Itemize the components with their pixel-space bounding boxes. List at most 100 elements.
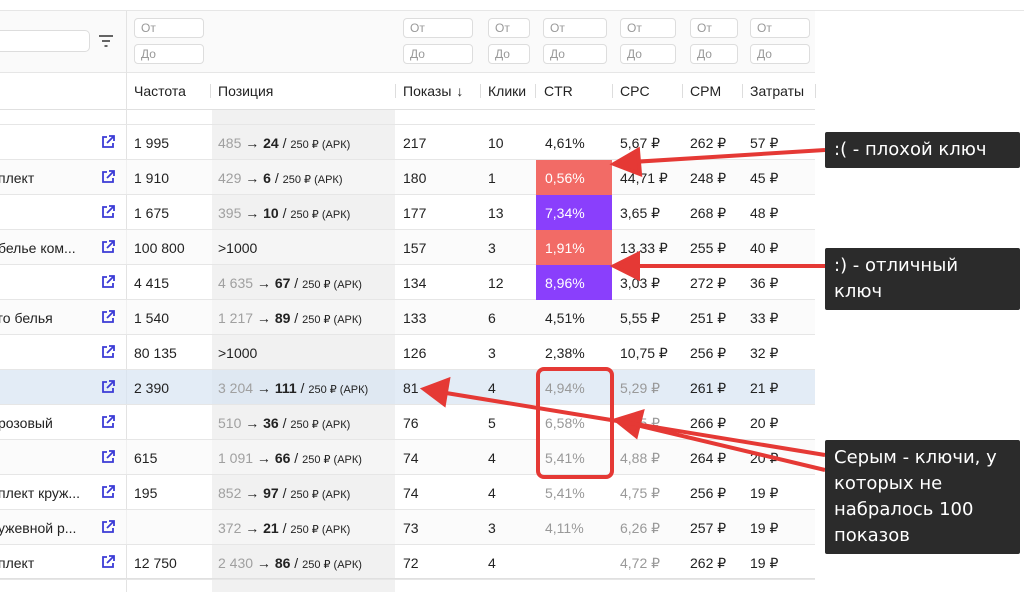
table-row[interactable]: 2 390 3 204 → 111 / 250 ₽ (АРК) 81 4 4,94% 5,… xyxy=(0,370,815,405)
external-link-icon[interactable] xyxy=(100,239,116,255)
external-link-icon[interactable] xyxy=(100,274,116,290)
ctr-cell: 4,94% xyxy=(545,380,585,396)
clicks-cell: 5 xyxy=(488,415,496,431)
external-link-icon[interactable] xyxy=(100,309,116,325)
column-header-position[interactable]: Позиция xyxy=(218,83,273,99)
position-cell: 1 091 → 66 / 250 ₽ (АРК) xyxy=(218,450,362,466)
position-old: 3 204 xyxy=(218,380,254,396)
table-row[interactable]: ужевной р... 372 → 21 / 250 ₽ (АРК) 73 3 4,1… xyxy=(0,510,815,545)
clicks-cell: 13 xyxy=(488,205,504,221)
column-resize-handle[interactable] xyxy=(682,84,683,98)
cost-cell: 21 ₽ xyxy=(750,380,779,396)
filter-to-input[interactable]: До xyxy=(620,44,676,64)
column-resize-handle[interactable] xyxy=(210,84,211,98)
column-resize-handle[interactable] xyxy=(535,84,536,98)
position-bid: 250 ₽ (АРК) xyxy=(302,279,362,291)
filter-to-input[interactable]: До xyxy=(690,44,738,64)
slash-separator: / xyxy=(290,310,303,326)
column-header-cpc[interactable]: CPC xyxy=(620,83,650,99)
position-cell: 3 204 → 111 / 250 ₽ (АРК) xyxy=(218,380,368,396)
column-resize-handle[interactable] xyxy=(480,84,481,98)
arrow-good-head xyxy=(609,250,640,282)
position-bid: 250 ₽ (АРК) xyxy=(290,139,351,151)
position-new: 21 xyxy=(263,520,279,536)
filter-from-input[interactable]: От xyxy=(690,18,738,38)
column-label: Позиция xyxy=(218,83,274,99)
external-link-icon[interactable] xyxy=(100,204,116,220)
column-header-ctr[interactable]: CTR xyxy=(544,83,573,99)
slash-separator: / xyxy=(270,170,283,186)
cost-cell: 32 ₽ xyxy=(750,345,779,361)
column-header-clicks[interactable]: Клики xyxy=(488,83,526,99)
external-link-icon[interactable] xyxy=(100,344,116,360)
position-bid: 250 ₽ (АРК) xyxy=(290,524,351,536)
filter-from-input[interactable]: От xyxy=(403,18,473,38)
table-row[interactable]: белье ком... 100 800 >1000 157 3 1,91% 13,33 ₽… xyxy=(0,230,815,265)
table-row[interactable]: плект 12 750 2 430 → 86 / 250 ₽ (АРК) 72 4 4,… xyxy=(0,545,815,580)
cpm-cell: 261 ₽ xyxy=(690,380,727,396)
table-row-partial xyxy=(0,110,815,125)
external-link-icon[interactable] xyxy=(100,484,116,500)
filter-to-input[interactable]: До xyxy=(403,44,473,64)
table-row[interactable]: 1 675 395 → 10 / 250 ₽ (АРК) 177 13 7,34% 3,6… xyxy=(0,195,815,230)
external-link-icon[interactable] xyxy=(100,554,116,570)
arrow-bad xyxy=(631,148,826,164)
arrow-right-icon: → xyxy=(253,275,275,291)
external-link-icon[interactable] xyxy=(100,449,116,465)
slash-separator: / xyxy=(290,555,303,571)
table-row[interactable]: го белья 1 540 1 217 → 89 / 250 ₽ (АРК) 133… xyxy=(0,300,815,335)
cpc-cell: 10,75 ₽ xyxy=(620,345,668,361)
column-resize-handle[interactable] xyxy=(395,84,396,98)
filter-to-input[interactable]: До xyxy=(134,44,204,64)
ctr-cell-bad: 1,91% xyxy=(536,230,612,265)
filter-icon[interactable] xyxy=(98,34,114,48)
keyword-text: плект xyxy=(0,170,35,186)
external-link-icon[interactable] xyxy=(100,169,116,185)
column-resize-handle[interactable] xyxy=(612,84,613,98)
shows-cell: 133 xyxy=(403,310,427,326)
cost-cell: 40 ₽ xyxy=(750,240,779,256)
table-row[interactable]: 1 995 485 → 24 / 250 ₽ (АРК) 217 10 4,61% 5,6… xyxy=(0,125,815,160)
position-bid: 250 ₽ (АРК) xyxy=(282,174,343,186)
filter-from-input[interactable]: От xyxy=(488,18,530,38)
ctr-value: 7,34% xyxy=(545,205,585,221)
filter-from-input[interactable]: От xyxy=(134,18,204,38)
shows-cell: 72 xyxy=(403,555,419,571)
annotation-arrows xyxy=(419,146,826,472)
cpc-cell: 5,67 ₽ xyxy=(620,135,661,151)
column-resize-handle[interactable] xyxy=(742,84,743,98)
position-new: 6 xyxy=(263,170,271,186)
filter-to-input[interactable]: До xyxy=(750,44,810,64)
external-link-icon[interactable] xyxy=(100,414,116,430)
external-link-icon[interactable] xyxy=(100,519,116,535)
table-row[interactable]: 4 415 4 635 → 67 / 250 ₽ (АРК) 134 12 8,96% 3… xyxy=(0,265,815,300)
keyword-search-input[interactable] xyxy=(0,30,90,52)
cpc-cell: 13,33 ₽ xyxy=(620,240,668,256)
external-link-icon[interactable] xyxy=(100,379,116,395)
ctr-value: 1,91% xyxy=(545,240,585,256)
column-header-frequency[interactable]: Частота xyxy=(134,83,186,99)
filter-from-input[interactable]: От xyxy=(543,18,607,38)
column-header-cost[interactable]: Затраты xyxy=(750,83,804,99)
arrow-bad-head xyxy=(609,146,643,178)
column-resize-handle[interactable] xyxy=(815,84,816,98)
keyword-text: розовый xyxy=(0,415,53,431)
filter-from-input[interactable]: От xyxy=(620,18,676,38)
table-row[interactable]: плект круж... 195 852 → 97 / 250 ₽ (АРК) 74… xyxy=(0,475,815,510)
filter-to-input[interactable]: До xyxy=(543,44,607,64)
table-row[interactable]: плект 1 910 429 → 6 / 250 ₽ (АРК) 180 1 0,56%… xyxy=(0,160,815,195)
cpm-cell: 272 ₽ xyxy=(690,275,727,291)
filter-to-input[interactable]: До xyxy=(488,44,530,64)
cpm-cell: 268 ₽ xyxy=(690,205,727,221)
shows-cell: 74 xyxy=(403,485,419,501)
ctr-cell-bad: 0,56% xyxy=(536,160,612,195)
sort-desc-icon[interactable]: ↓ xyxy=(456,83,464,99)
column-header-shows[interactable]: Показы ↓ xyxy=(403,83,463,99)
clicks-cell: 4 xyxy=(488,380,496,396)
table-row[interactable]: 615 1 091 → 66 / 250 ₽ (АРК) 74 4 5,41% 4,88 … xyxy=(0,440,815,475)
external-link-icon[interactable] xyxy=(100,134,116,150)
column-header-cpm[interactable]: CPM xyxy=(690,83,721,99)
filter-from-input[interactable]: От xyxy=(750,18,810,38)
table-row[interactable]: 80 135 >1000 126 3 2,38% 10,75 ₽ 256 ₽ 32 ₽ xyxy=(0,335,815,370)
